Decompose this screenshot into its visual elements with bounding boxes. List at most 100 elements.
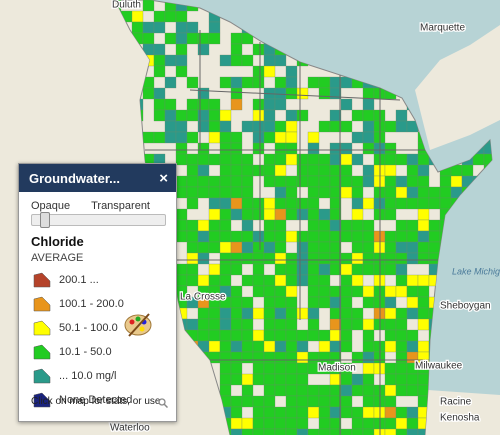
cell [263,406,276,419]
labels: Duluth Marquette Lake Michigan Sheboygan Mil… [109,0,500,435]
cell [241,351,254,364]
cell [186,318,199,331]
cell [263,362,276,375]
cell [395,373,408,386]
cell [351,241,364,254]
cell [230,186,243,199]
cell [208,98,221,111]
cell [153,65,166,78]
cell [208,219,221,232]
cell [219,197,232,210]
cell [175,230,188,243]
cell [230,131,243,144]
legend-swatch [33,392,51,408]
cell [208,351,221,364]
cell [285,285,298,298]
cell [307,263,320,276]
cell [329,373,342,386]
cell [208,340,221,353]
cell [263,219,276,232]
cell [351,285,364,298]
cell [285,373,298,386]
cell [307,274,320,287]
cell [296,208,309,221]
cell [241,153,254,166]
cell [318,164,331,177]
cell [384,362,397,375]
cell [318,274,331,287]
cell [362,219,375,232]
cell [340,219,353,232]
cell [219,241,232,254]
panel-footer: Click on map for stats, or use [31,396,161,407]
cell [307,186,320,199]
cell [219,208,232,221]
cell [230,54,243,67]
cell [208,307,221,320]
cell [439,197,452,210]
cell [241,307,254,320]
cell [274,87,287,100]
cell [285,120,298,133]
cell [406,329,419,342]
cell [318,351,331,364]
cell [417,340,430,353]
cell [329,87,342,100]
cell [296,340,309,353]
place-label: La Crosse [180,292,226,303]
cell [406,219,419,232]
opacity-slider[interactable] [31,212,166,228]
cell [362,417,375,430]
cell [351,351,364,364]
swatch-shape [33,368,51,384]
cell [252,120,265,133]
cell [285,362,298,375]
close-button[interactable]: × [159,169,168,187]
cell [395,274,408,287]
cell [142,0,155,12]
cell [362,340,375,353]
county-line [189,89,401,101]
cell [252,142,265,155]
legend-swatch [33,296,51,312]
search-icon[interactable] [158,398,168,408]
cell [362,164,375,177]
cell [208,318,221,331]
cell [263,340,276,353]
legend-label: 100.1 - 200.0 [59,298,124,310]
slider-min: Opaque [31,200,71,212]
slider-knob[interactable] [40,212,50,228]
cell [296,373,309,386]
cell [329,307,342,320]
cell [395,252,408,265]
cell [318,208,331,221]
cell [362,175,375,188]
cell [153,21,166,34]
cell [307,197,320,210]
cell [296,252,309,265]
cell [208,109,221,122]
cell [208,186,221,199]
cell [362,252,375,265]
cell [186,76,199,89]
cell [219,329,232,342]
cell [263,329,276,342]
cell [406,428,419,435]
cell [340,142,353,155]
cell [340,307,353,320]
cell [263,153,276,166]
cell [230,76,243,89]
cell [384,285,397,298]
cell [351,230,364,243]
cell [153,109,166,122]
cell [252,329,265,342]
palette-icon[interactable] [123,310,153,338]
cell [351,318,364,331]
cell [450,175,463,188]
cell [384,230,397,243]
cell [230,395,243,408]
cell [274,241,287,254]
cell [230,417,243,430]
cell [307,351,320,364]
